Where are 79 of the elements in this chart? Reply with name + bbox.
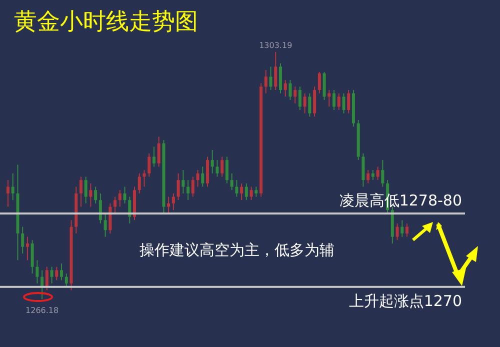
candlestick: [294, 86, 297, 104]
candlestick: [322, 71, 326, 100]
candlestick: [269, 66, 272, 90]
candlestick: [342, 92, 346, 114]
annotation: 操作建议高空为主，低多为辅: [140, 241, 334, 259]
candlestick: [21, 226, 24, 254]
candlestick: [318, 71, 321, 94]
candlestick: [138, 172, 141, 194]
candlestick: [337, 92, 340, 110]
candlestick: [64, 273, 68, 288]
candlestick: [152, 146, 156, 168]
candlestick: [347, 89, 350, 114]
candlestick: [60, 262, 64, 281]
candlestick: [108, 202, 112, 234]
annotation: 1303.19: [259, 41, 292, 50]
candlestick: [264, 69, 268, 94]
candlestick: [230, 172, 234, 191]
candlestick: [371, 170, 374, 181]
candlestick: [157, 136, 160, 168]
candlestick: [98, 192, 102, 224]
candlestick: [274, 52, 278, 90]
candlestick: [254, 186, 258, 198]
candlestick: [206, 156, 209, 188]
candlestick: [298, 86, 302, 110]
candlestick: [381, 160, 384, 188]
chart-title: 黄金小时线走势图: [14, 9, 198, 35]
candlestick: [313, 86, 316, 118]
candlestick: [172, 192, 175, 211]
candlestick: [36, 260, 39, 284]
candlestick: [284, 79, 287, 98]
candlestick: [225, 156, 228, 184]
candlestick: [118, 190, 122, 208]
candlestick: [406, 222, 408, 238]
annotation: 1266.18: [26, 306, 59, 315]
candlestick: [244, 182, 248, 201]
candlestick: [376, 166, 380, 181]
candlestick: [26, 236, 29, 261]
candlestick: [303, 92, 306, 114]
candlestick: [142, 170, 146, 188]
candlestick: [250, 186, 253, 201]
candlestick: [240, 182, 244, 201]
candlestick: [114, 196, 117, 214]
candlestick: [191, 176, 194, 198]
candlestick: [362, 152, 365, 188]
candlestick: [235, 180, 238, 198]
ref-line-label: 上升起涨点1270: [348, 292, 462, 310]
candlestick: [94, 186, 98, 204]
candlestick: [6, 180, 10, 208]
candlestick: [366, 170, 370, 184]
candlestick: [396, 222, 399, 241]
candlestick: [186, 180, 190, 201]
candlestick: [220, 156, 224, 178]
candlestick: [176, 172, 180, 201]
candlestick: [89, 182, 92, 208]
candlestick: [196, 170, 200, 188]
candlestick: [123, 186, 126, 204]
candlestick: [45, 266, 48, 291]
candlestick: [308, 92, 312, 118]
candlestick: [182, 170, 185, 194]
candlestick: [201, 166, 204, 188]
candlestick: [167, 196, 170, 214]
candlestick: [216, 160, 219, 178]
candlestick: [278, 62, 282, 94]
candlestick: [400, 220, 404, 238]
candlestick: [55, 266, 58, 281]
candlestick: [11, 172, 14, 201]
candlestick: [148, 152, 151, 178]
candlestick: [30, 240, 34, 274]
ref-line-label: 凌晨高低1278-80: [339, 191, 462, 210]
candlestick: [50, 266, 54, 284]
candlestick: [128, 196, 132, 224]
candlestick: [40, 270, 44, 300]
candlestick: [328, 89, 331, 108]
candlestick: [332, 89, 336, 110]
candlestick: [84, 176, 88, 204]
candlestick: [288, 79, 292, 100]
candlestick: [210, 150, 214, 174]
candlestick: [104, 212, 107, 238]
candlestick: [79, 176, 82, 208]
